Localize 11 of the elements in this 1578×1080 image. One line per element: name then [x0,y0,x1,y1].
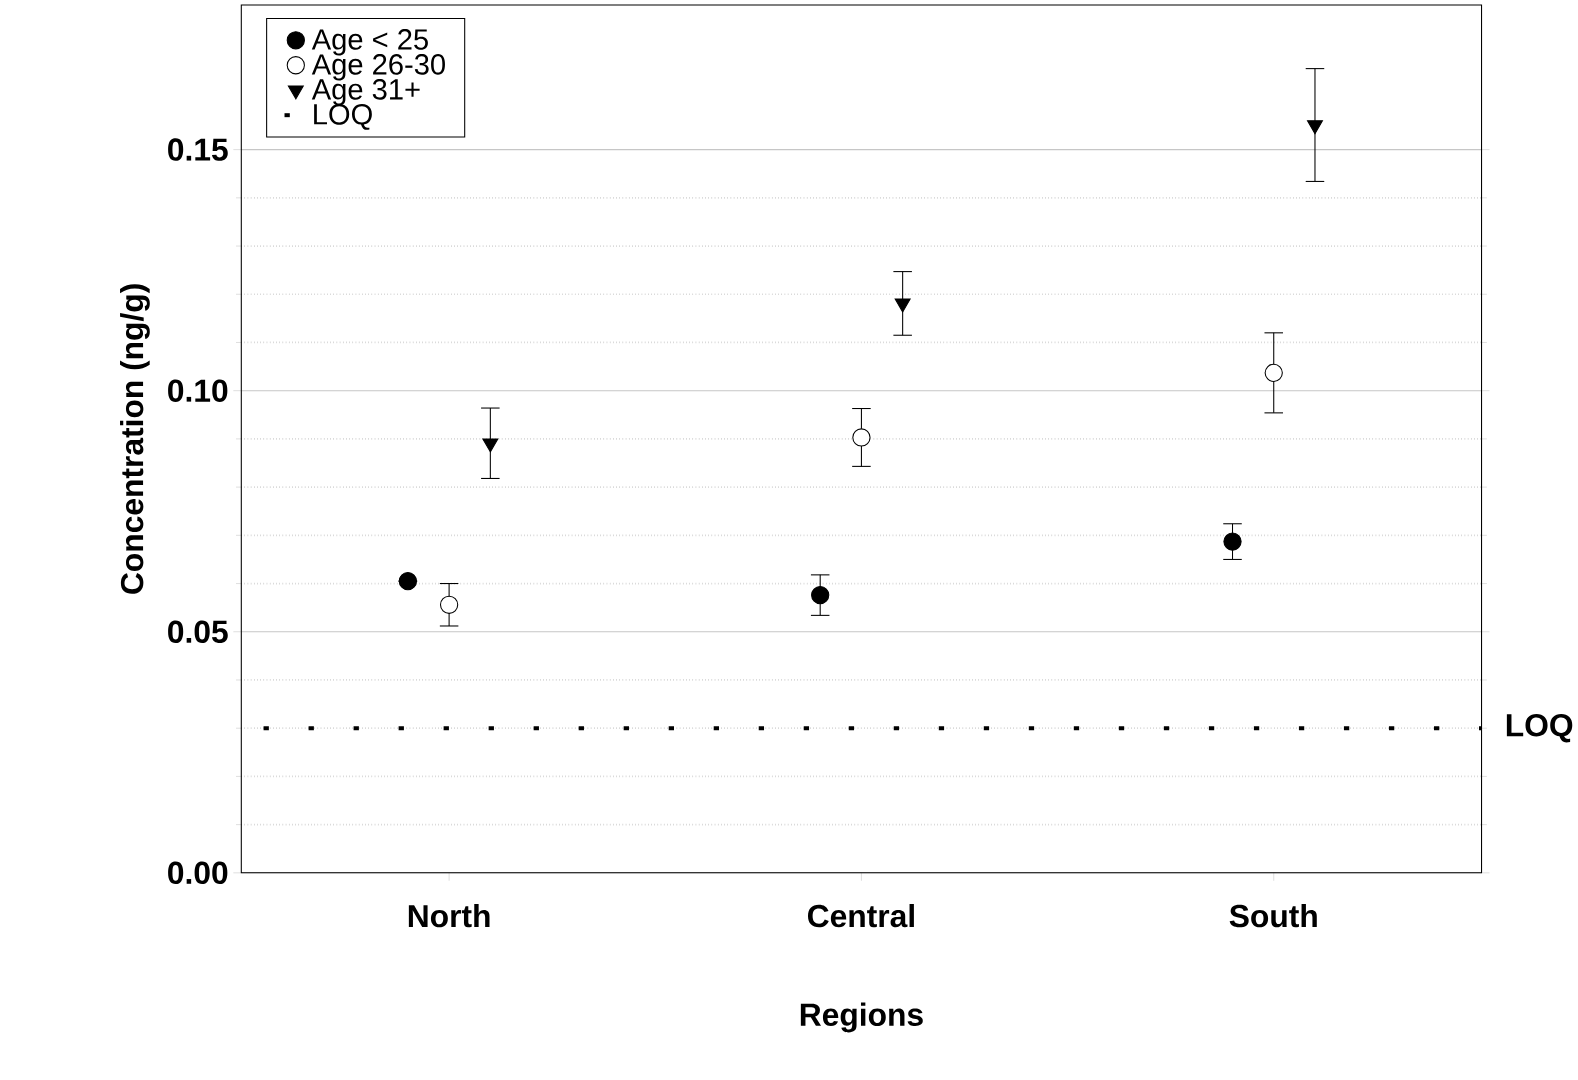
y-tick-label: 0.05 [168,620,228,643]
y-tick-label: 0.15 [168,138,228,161]
y-axis-title: Concentration (ng/g) [120,284,150,594]
y-tick-label: 0.10 [168,379,228,402]
x-axis-title: Regions [800,1002,923,1033]
x-tick-label: South [1229,903,1317,928]
text: LOQ [314,103,372,130]
x-tick-label: Central [807,903,914,928]
ref-line-label: LOQ [1506,713,1573,743]
y-tick-label: 0.00 [168,861,228,884]
x-tick-label: North [408,903,490,928]
